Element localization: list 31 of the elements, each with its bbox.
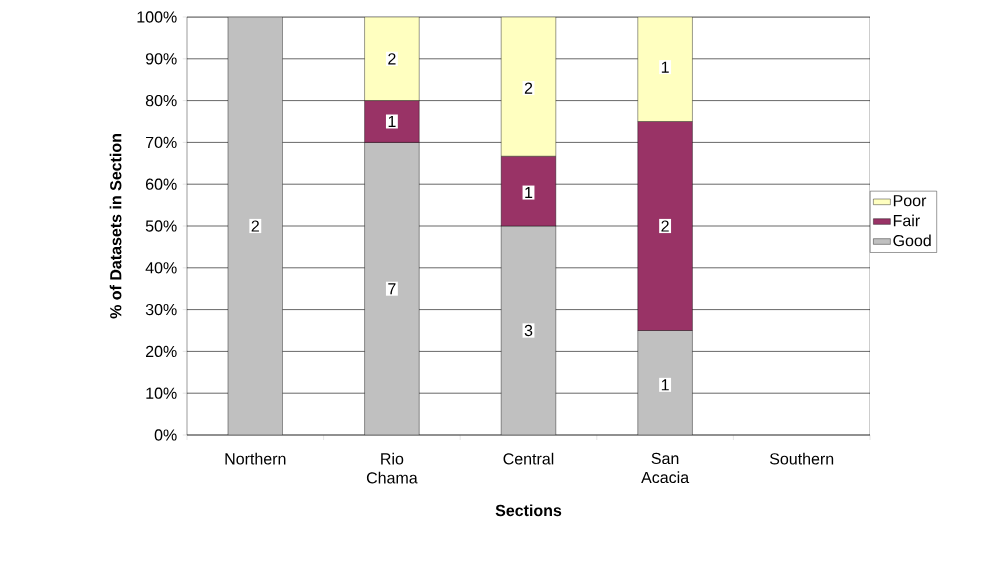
y-tick-label: 30% [145,303,177,316]
legend-label: Poor [893,195,927,207]
annotation: 2 [388,53,396,65]
x-axis-title: Sections [495,504,562,517]
y-tick-label: 10% [146,387,177,399]
annotation: 1 [661,61,669,73]
x-tick-label: Northern [225,452,286,465]
x-tick-label: San Acacia [641,452,690,484]
annotation: 3 [524,324,533,337]
annotation: 7 [388,283,396,295]
y-tick-label: 20% [146,345,177,358]
annotation: 1 [661,379,669,391]
x-tick-label: Rio Chama [366,452,418,484]
y-tick-label: 0% [154,429,177,441]
annotation: 2 [661,220,669,232]
y-tick-label: 70% [146,136,177,149]
annotation: 2 [251,220,259,232]
y-tick-label: 60% [146,178,177,190]
y-tick-label: 50% [145,220,177,232]
legend-label: Fair [893,214,920,227]
x-tick-label: Southern [769,452,834,465]
y-tick-label: 100% [137,11,177,23]
legend-label: Good [893,234,931,247]
annotation: 2 [524,82,533,94]
annotation: 1 [388,115,396,127]
annotation: 1 [525,187,533,199]
y-axis-title: % of Datasets in Section [109,134,122,319]
y-tick-label: 80% [145,94,177,107]
y-tick-label: 40% [145,262,177,274]
y-tick-label: 90% [145,53,177,65]
x-tick-label: Central [503,452,554,465]
